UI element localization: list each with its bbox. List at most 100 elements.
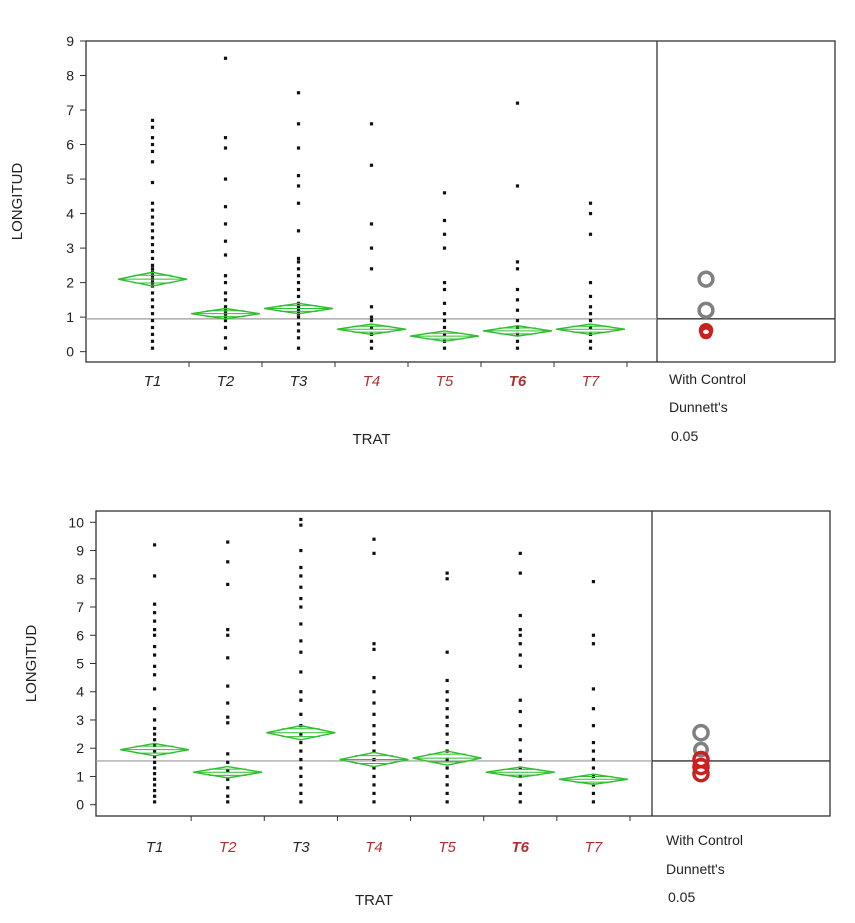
x-category-T6: T6 [512, 839, 530, 856]
data-point-T3 [299, 605, 303, 609]
data-point-T1 [152, 738, 157, 742]
x-axis-label: TRAT [355, 892, 393, 909]
comparison-circle[interactable] [692, 723, 710, 742]
comparison-circle[interactable] [692, 757, 710, 776]
data-point-T5 [442, 191, 447, 195]
data-point-T4 [372, 690, 376, 694]
data-point-T2 [223, 222, 228, 226]
data-point-T2 [223, 146, 228, 150]
data-point-T1 [152, 766, 157, 770]
data-point-T6 [518, 738, 522, 742]
data-point-T3 [296, 201, 301, 205]
data-point-T6 [518, 766, 522, 770]
data-point-T3 [296, 267, 301, 271]
data-point-T1 [150, 208, 155, 212]
y-tick-label: 4 [76, 684, 84, 700]
data-point-T3 [296, 91, 301, 95]
y-tick-label: 9 [66, 33, 74, 49]
data-point-T3 [299, 800, 303, 804]
data-point-T2 [226, 721, 230, 725]
comparison-circle[interactable] [692, 764, 710, 783]
data-point-T2 [223, 274, 228, 278]
data-point-T1 [152, 644, 157, 649]
data-point-T6 [518, 551, 522, 555]
data-point-T5 [445, 800, 449, 804]
data-point-T3 [296, 346, 301, 350]
data-point-T3 [299, 670, 303, 674]
data-point-T6 [515, 346, 520, 350]
x-category-T2: T2 [217, 373, 235, 390]
data-point-T4 [372, 551, 376, 555]
data-point-T2 [226, 684, 230, 688]
comparison-circle[interactable] [697, 270, 715, 288]
data-point-T1 [152, 628, 157, 632]
y-tick-label: 5 [76, 656, 84, 672]
data-point-T7 [591, 766, 596, 770]
data-point-T3 [299, 690, 303, 694]
data-point-T7 [588, 339, 593, 343]
data-point-T5 [445, 724, 449, 728]
y-axis-label: LONGITUD [23, 625, 40, 703]
data-point-T7 [588, 325, 593, 330]
data-point-T5 [442, 312, 447, 316]
data-point-T3 [299, 749, 303, 753]
data-point-T3 [296, 146, 301, 150]
data-point-T6 [518, 571, 522, 575]
data-point-T4 [372, 537, 376, 541]
data-point-T6 [518, 642, 522, 646]
comparison-note: Dunnett's [666, 861, 725, 877]
data-point-T1 [150, 312, 155, 316]
data-point-T3 [296, 329, 301, 333]
data-point-T3 [299, 712, 303, 716]
comparison-circle[interactable] [697, 301, 715, 319]
data-point-T6 [518, 791, 522, 796]
comparison-circle[interactable] [699, 326, 713, 340]
data-point-T4 [369, 318, 374, 323]
comparison-circle[interactable] [693, 741, 709, 758]
data-point-T2 [226, 540, 230, 544]
y-tick-label: 5 [66, 171, 74, 187]
data-point-T6 [518, 783, 522, 787]
data-point-T1 [150, 339, 155, 343]
data-point-T5 [442, 346, 447, 350]
data-point-T4 [372, 642, 376, 646]
data-point-T2 [223, 315, 228, 319]
x-category-T5: T5 [436, 373, 454, 390]
data-point-T3 [296, 308, 301, 312]
data-point-T4 [372, 724, 376, 728]
data-point-T4 [369, 163, 374, 167]
data-point-T1 [152, 726, 157, 731]
data-point-T5 [445, 783, 449, 787]
y-tick-label: 8 [66, 68, 74, 84]
y-tick-label: 0 [76, 797, 84, 813]
plot-frame [85, 40, 836, 363]
data-point-T3 [299, 774, 303, 779]
y-tick-label: 4 [66, 206, 74, 222]
x-category-T5: T5 [438, 839, 456, 856]
x-category-T7: T7 [582, 373, 600, 390]
data-point-T4 [369, 267, 374, 271]
x-category-T1: T1 [144, 373, 162, 390]
data-point-T5 [442, 281, 447, 285]
data-point-T1 [150, 142, 155, 147]
data-point-T7 [591, 687, 596, 691]
x-category-T3: T3 [292, 839, 310, 856]
data-point-T1 [152, 800, 157, 804]
data-point-T3 [299, 574, 303, 578]
data-point-T4 [369, 222, 374, 226]
data-point-T7 [591, 642, 596, 646]
data-point-T3 [299, 523, 303, 527]
data-point-T3 [296, 315, 301, 319]
data-point-T4 [372, 712, 376, 716]
data-point-T5 [442, 218, 447, 223]
data-point-T7 [591, 580, 596, 584]
comparison-note: 0.05 [668, 889, 695, 905]
data-point-T6 [518, 774, 522, 779]
y-tick-label: 10 [68, 514, 84, 530]
data-point-T6 [518, 613, 522, 618]
data-point-T3 [296, 336, 301, 340]
data-point-T4 [369, 122, 374, 126]
data-point-T1 [150, 256, 155, 261]
data-point-T1 [152, 777, 157, 781]
y-tick-label: 1 [76, 768, 84, 784]
